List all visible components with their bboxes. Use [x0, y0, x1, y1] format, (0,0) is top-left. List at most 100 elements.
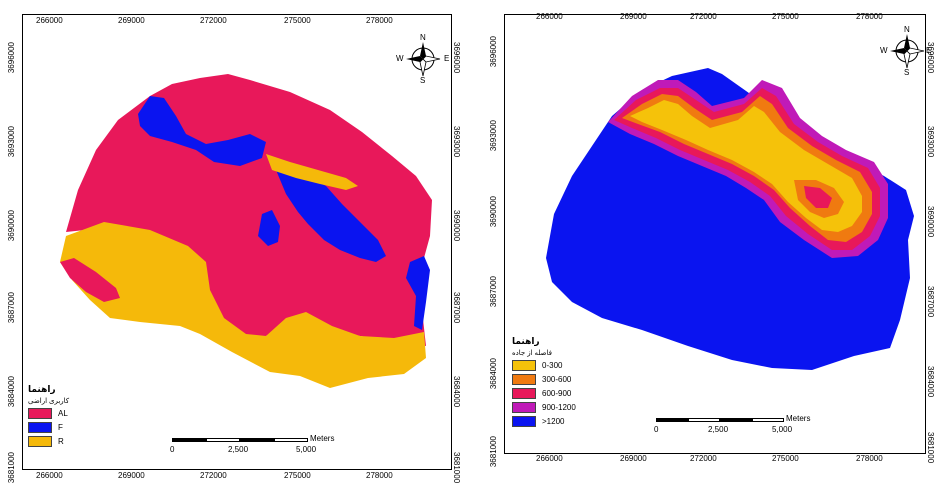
legend-label: 600-900	[542, 389, 572, 398]
legend-item: AL	[28, 408, 128, 419]
x-tick-top: 272000	[690, 12, 717, 21]
compass-e: E	[926, 46, 932, 55]
legend-item: 0-300	[512, 360, 612, 371]
legend-swatch	[28, 422, 52, 433]
road-distance-polygons	[546, 68, 914, 370]
x-tick-top: 269000	[620, 12, 647, 21]
distance-600-900-zone	[804, 186, 832, 208]
x-tick-bottom: 266000	[36, 471, 63, 480]
x-tick-top: 275000	[284, 16, 311, 25]
legend-label: 300-600	[542, 375, 572, 384]
landuse-f-region	[276, 170, 386, 262]
y-tick-right: 3693000	[926, 126, 935, 158]
legend-label: AL	[58, 409, 68, 418]
scale-segment	[720, 418, 752, 422]
scale-segment	[656, 418, 688, 422]
scale-segment	[752, 418, 784, 422]
x-tick-top: 278000	[366, 16, 393, 25]
compass-n: N	[904, 25, 910, 34]
compass-s: S	[420, 76, 426, 85]
x-tick-bottom: 278000	[856, 454, 883, 463]
legend-swatch	[512, 360, 536, 371]
legend-swatch	[28, 436, 52, 447]
x-tick-top: 269000	[118, 16, 145, 25]
x-tick-bottom: 272000	[690, 454, 717, 463]
legend-title: راهنما	[28, 384, 56, 394]
x-tick-top: 275000	[772, 12, 799, 21]
x-tick-bottom: 269000	[620, 454, 647, 463]
landuse-al-region	[66, 74, 432, 346]
scale-unit: Meters	[310, 434, 335, 443]
x-tick-bottom: 275000	[284, 471, 311, 480]
north-arrow-compass: N S W E	[880, 26, 932, 77]
landuse-f-region	[258, 210, 280, 246]
map-legend: راهنما فاصله از جاده 0-300 300-600 600-9…	[512, 336, 612, 430]
x-tick-bottom: 269000	[118, 471, 145, 480]
x-tick-bottom: 266000	[536, 454, 563, 463]
scale-segment	[206, 438, 240, 442]
y-tick-right: 3687000	[926, 286, 935, 318]
legend-label: R	[58, 437, 64, 446]
legend-item: F	[28, 422, 128, 433]
legend-title: راهنما	[512, 336, 540, 346]
legend-label: 0-300	[542, 361, 563, 370]
x-tick-top: 272000	[200, 16, 227, 25]
legend-subtitle: کاربری اراضی	[28, 398, 70, 405]
compass-e: E	[444, 54, 450, 63]
scale-bar: 0 2,500 5,000 Meters	[170, 434, 362, 460]
legend-swatch	[512, 388, 536, 399]
map-legend: راهنما کاربری اراضی AL F R	[28, 384, 128, 450]
legend-label: F	[58, 423, 63, 432]
legend-item: 300-600	[512, 374, 612, 385]
x-tick-bottom: 272000	[200, 471, 227, 480]
y-tick-right: 3696000	[452, 42, 461, 74]
legend-subtitle: فاصله از جاده	[512, 350, 552, 357]
x-tick-top: 266000	[36, 16, 63, 25]
scale-segment	[688, 418, 720, 422]
compass-w: W	[880, 46, 888, 55]
y-tick-right: 3696000	[926, 42, 935, 74]
scale-segment	[274, 438, 308, 442]
y-tick-right: 3690000	[452, 210, 461, 242]
landuse-r-region	[60, 222, 426, 388]
y-tick-right: 3681000	[452, 452, 461, 484]
legend-label: 900-1200	[542, 403, 576, 412]
legend-label: >1200	[542, 417, 565, 426]
compass-n: N	[420, 33, 426, 42]
legend-swatch	[28, 408, 52, 419]
compass-s: S	[904, 68, 910, 77]
scale-segment	[172, 438, 206, 442]
scale-unit: Meters	[786, 414, 811, 423]
scale-label: 2,500	[708, 425, 729, 434]
y-tick-right: 3684000	[452, 376, 461, 408]
legend-item: >1200	[512, 416, 612, 427]
scale-bar: 0 2,500 5,000 Meters	[654, 414, 846, 440]
x-tick-bottom: 278000	[366, 471, 393, 480]
y-tick-right: 3690000	[926, 206, 935, 238]
x-tick-top: 266000	[536, 12, 563, 21]
scale-label: 5,000	[772, 425, 793, 434]
compass-rose-icon	[406, 42, 441, 77]
scale-label: 5,000	[296, 445, 317, 454]
scale-label: 0	[170, 445, 175, 454]
compass-rose-icon	[890, 34, 925, 69]
land-use-map-panel: 266000 269000 272000 275000 278000 26600…	[0, 0, 462, 486]
land-use-polygons	[60, 74, 432, 388]
legend-swatch	[512, 402, 536, 413]
landuse-r-region	[266, 154, 358, 190]
y-tick-right: 3684000	[926, 366, 935, 398]
landuse-f-region	[138, 96, 266, 166]
compass-w: W	[396, 54, 404, 63]
scale-label: 0	[654, 425, 659, 434]
legend-item: R	[28, 436, 128, 447]
landuse-al-region	[60, 258, 120, 302]
x-tick-top: 278000	[856, 12, 883, 21]
scale-label: 2,500	[228, 445, 249, 454]
road-distance-map-panel: 266000 269000 272000 275000 278000 26600…	[482, 0, 936, 486]
north-arrow-compass: N S W E	[396, 34, 449, 85]
x-tick-bottom: 275000	[772, 454, 799, 463]
landuse-f-region	[406, 256, 430, 330]
y-tick-right: 3681000	[926, 432, 935, 464]
legend-item: 600-900	[512, 388, 612, 399]
legend-swatch	[512, 416, 536, 427]
